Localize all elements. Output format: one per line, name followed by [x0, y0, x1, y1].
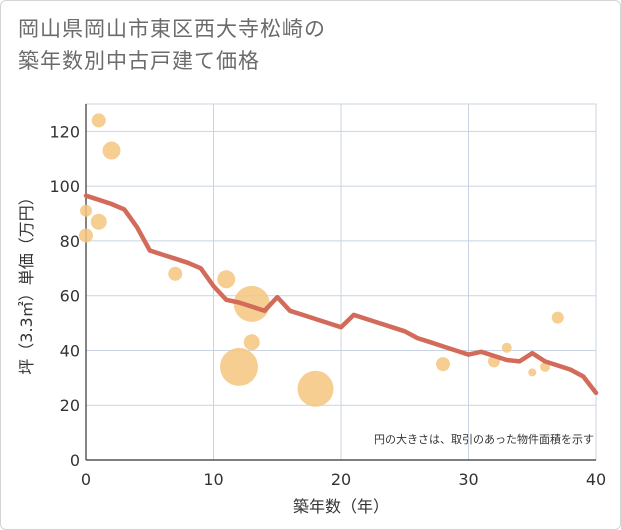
chart-title-line-2: 築年数別中古戸建て価格 — [18, 49, 260, 73]
size-note: 円の大きさは、取引のあった物件面積を示す — [374, 432, 594, 446]
data-bubble — [91, 113, 106, 128]
tick-labels: 0 10 20 30 40 0 20 40 60 80 100 120 — [49, 122, 606, 489]
x-tick-label: 10 — [203, 470, 223, 489]
chart-title-line-1: 岡山県岡山市東区西大寺松崎の — [18, 17, 326, 41]
x-tick-label: 40 — [586, 470, 606, 489]
data-bubble — [220, 347, 258, 386]
data-bubble — [79, 228, 93, 243]
data-bubble — [297, 370, 334, 407]
y-tick-label: 0 — [70, 451, 80, 470]
y-axis-label: 坪（3.3㎡）単価（万円） — [17, 189, 36, 374]
y-tick-label: 100 — [49, 177, 80, 196]
data-bubble — [217, 270, 236, 289]
axes — [85, 104, 596, 461]
y-tick-label: 40 — [60, 341, 80, 360]
x-tick-label: 30 — [458, 470, 478, 489]
data-bubble — [243, 334, 260, 351]
data-bubble — [501, 342, 512, 353]
trend-line-series — [83, 193, 599, 396]
data-bubble — [80, 204, 92, 217]
data-bubble — [551, 311, 564, 324]
chart-title: 岡山県岡山市東区西大寺松崎の 築年数別中古戸建て価格 — [18, 13, 326, 77]
x-tick-label: 20 — [331, 470, 351, 489]
data-bubble — [436, 357, 450, 372]
data-bubble — [102, 141, 121, 160]
data-bubble — [233, 285, 270, 322]
data-bubble — [90, 213, 107, 230]
trend-line — [83, 193, 599, 396]
x-tick-label: 0 — [81, 470, 91, 489]
x-axis-label: 築年数（年） — [293, 497, 389, 516]
data-bubble — [528, 368, 537, 377]
y-tick-label: 20 — [60, 396, 80, 415]
bubble-series — [79, 113, 564, 407]
y-tick-label: 60 — [60, 287, 80, 306]
y-tick-label: 120 — [49, 122, 80, 141]
grid-lines — [86, 104, 596, 460]
data-bubble — [168, 266, 183, 281]
y-tick-label: 80 — [60, 232, 80, 251]
